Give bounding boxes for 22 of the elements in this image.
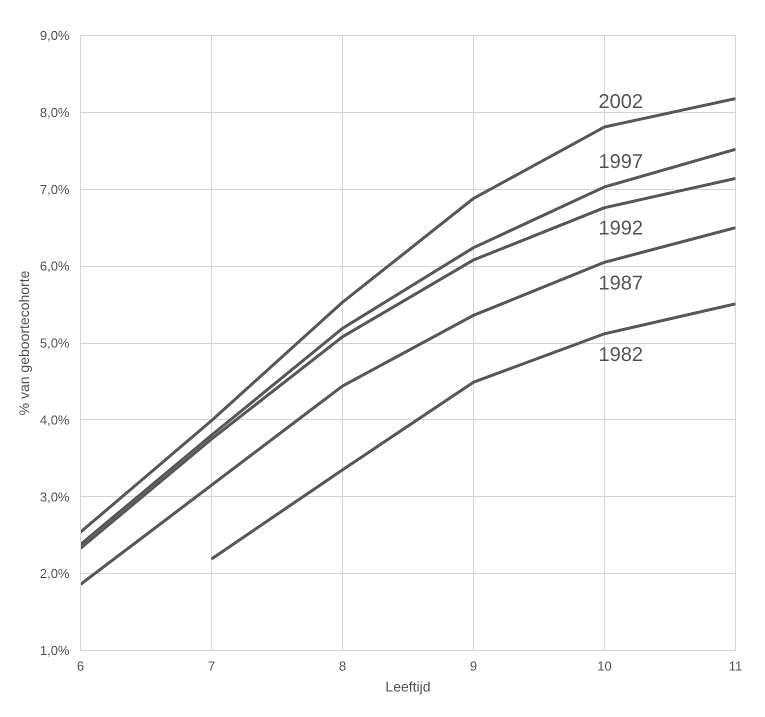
y-tick-label: 6,0% xyxy=(40,258,70,274)
x-tick-label: 10 xyxy=(597,658,612,674)
y-tick-label: 1,0% xyxy=(40,643,70,658)
y-tick-label: 7,0% xyxy=(40,182,70,197)
y-tick-label: 4,0% xyxy=(40,412,70,428)
x-tick-label: 11 xyxy=(728,658,742,674)
y-tick-label: 9,0% xyxy=(40,28,70,43)
y-axis-title: % van geboortecohorte xyxy=(16,270,32,416)
series-label: 1987 xyxy=(598,272,643,294)
x-tick-label: 7 xyxy=(208,658,216,674)
y-tick-label: 2,0% xyxy=(40,566,70,582)
x-tick-label: 6 xyxy=(76,658,84,674)
x-tick-label: 8 xyxy=(338,658,346,674)
series-label: 1997 xyxy=(598,150,643,173)
series-label: 1992 xyxy=(598,218,643,240)
series-label: 2002 xyxy=(598,90,643,113)
y-tick-label: 8,0% xyxy=(40,104,70,120)
x-tick-label: 9 xyxy=(470,658,478,674)
x-axis-title: Leeftijd xyxy=(385,678,431,694)
y-tick-label: 5,0% xyxy=(40,336,70,350)
series-label: 1982 xyxy=(598,344,643,366)
y-tick-label: 3,0% xyxy=(40,489,70,504)
